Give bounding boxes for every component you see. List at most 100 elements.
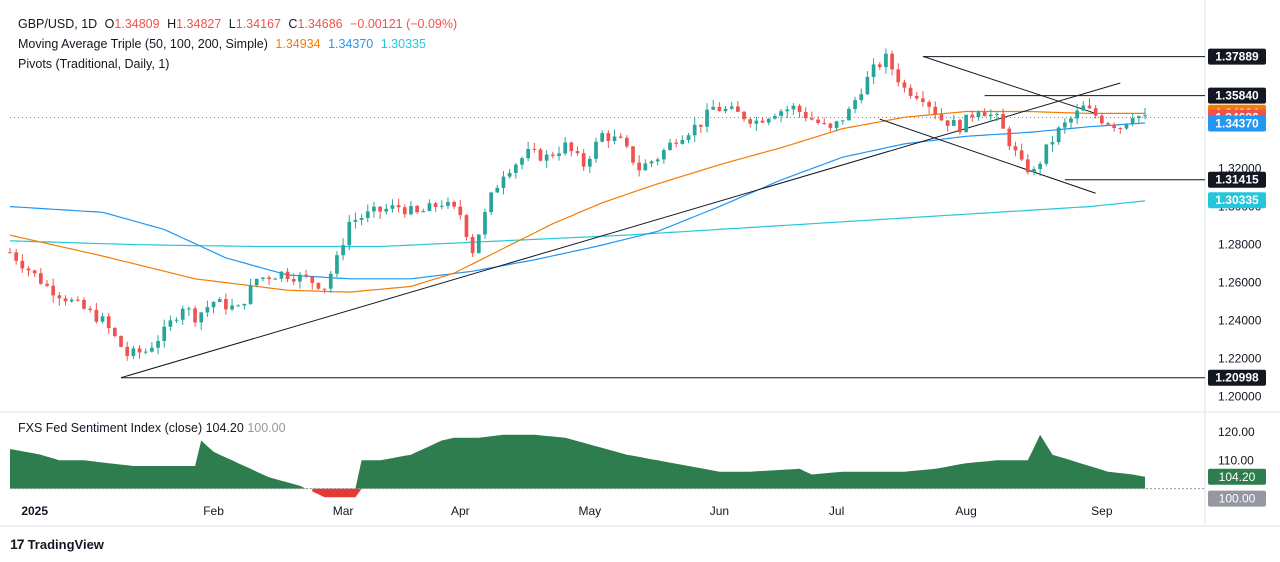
candle-body <box>773 115 777 119</box>
candle-body <box>180 308 185 320</box>
close-label: C <box>288 17 298 31</box>
candle-body <box>378 206 382 212</box>
candle-body <box>877 64 882 68</box>
candle-body <box>76 299 80 301</box>
candle-body <box>168 320 173 327</box>
candle-body <box>557 153 561 156</box>
candle-body <box>840 120 845 122</box>
candle-body <box>1038 163 1042 169</box>
candle-body <box>236 305 241 307</box>
candle-body <box>20 260 25 269</box>
candle-body <box>1025 159 1030 173</box>
candle-body <box>248 285 253 304</box>
candle-body <box>298 274 302 282</box>
candle-body <box>211 301 216 308</box>
candle-body <box>125 346 130 356</box>
y-tick-label: 1.20000 <box>1218 390 1262 404</box>
x-tick-label: Jun <box>710 504 729 518</box>
candle-body <box>458 206 463 216</box>
candle-body <box>896 69 901 83</box>
candle-body <box>1143 115 1147 117</box>
candle-body <box>723 108 728 112</box>
candle-body <box>1019 150 1024 160</box>
candle-body <box>982 112 987 117</box>
sentiment-last-label: 104.20 <box>1219 470 1256 484</box>
candle-body <box>914 95 919 99</box>
candle-body <box>316 282 321 289</box>
y-tick-label: 1.28000 <box>1218 238 1262 252</box>
y-tick-label: 1.24000 <box>1218 314 1262 328</box>
tradingview-brand[interactable]: 17 TradingView <box>10 536 104 552</box>
candle-body <box>372 206 376 212</box>
candle-body <box>1130 118 1135 124</box>
candle-body <box>365 211 370 219</box>
ma-header[interactable]: Moving Average Triple (50, 100, 200, Sim… <box>18 36 430 52</box>
brand-name: TradingView <box>27 536 104 552</box>
x-tick-label: Mar <box>333 504 354 518</box>
sentiment-base-label: 100.00 <box>1219 492 1256 506</box>
sentiment-y-tick: 110.00 <box>1218 453 1254 467</box>
candle-body <box>631 146 635 163</box>
sentiment-header[interactable]: FXS Fed Sentiment Index (close) 104.20 1… <box>18 421 286 435</box>
candle-body <box>353 219 358 222</box>
open-label: O <box>104 17 115 31</box>
candle-body <box>273 278 278 280</box>
candle-body <box>871 64 876 77</box>
candle-body <box>113 328 117 337</box>
candle-body <box>717 106 722 112</box>
candle-body <box>921 98 925 102</box>
candle-body <box>156 341 160 348</box>
candle-body <box>106 316 111 329</box>
candle-body <box>976 112 981 118</box>
candle-body <box>624 137 629 147</box>
price-label: 1.31415 <box>1215 173 1259 187</box>
candle-body <box>409 206 413 215</box>
candle-body <box>82 299 86 309</box>
candle-body <box>174 319 179 321</box>
ma50-line <box>9 110 1145 293</box>
candle-body <box>680 140 685 144</box>
ma-label: Moving Average Triple (50, 100, 200, Sim… <box>18 37 268 51</box>
candle-body <box>464 215 469 237</box>
candle-body <box>908 87 913 96</box>
price-label: 1.20998 <box>1215 371 1259 385</box>
symbol-label: GBP/USD, 1D <box>18 17 98 31</box>
candle-body <box>902 82 907 88</box>
candle-body <box>1013 146 1018 151</box>
trendlines <box>10 55 1205 379</box>
candle-body <box>1050 142 1055 145</box>
low-value: 1.34167 <box>235 17 281 31</box>
high-label: H <box>167 17 177 31</box>
candle-body <box>279 271 284 279</box>
candle-body <box>51 285 56 296</box>
candle-body <box>199 312 204 323</box>
x-tick-label: Feb <box>203 504 224 518</box>
pivots-header[interactable]: Pivots (Traditional, Daily, 1) <box>18 56 173 72</box>
candle-body <box>544 154 549 161</box>
candle-body <box>26 268 31 271</box>
ma50-value: 1.34934 <box>275 37 321 51</box>
candle-body <box>384 208 389 212</box>
candle-body <box>452 201 456 207</box>
candle-body <box>550 154 555 156</box>
candle-body <box>57 295 62 299</box>
candle-body <box>569 142 574 152</box>
close-value: 1.34686 <box>297 17 343 31</box>
pivots-label: Pivots (Traditional, Daily, 1) <box>18 57 170 71</box>
sentiment-negative-area <box>312 488 362 498</box>
candle-body <box>668 142 672 151</box>
candle-body <box>847 108 851 121</box>
candle-body <box>69 299 74 302</box>
candle-body <box>291 279 296 282</box>
candle-body <box>606 133 611 141</box>
candle-body <box>402 207 407 215</box>
candle-body <box>119 336 123 347</box>
candle-body <box>433 203 438 207</box>
candle-body <box>335 255 339 274</box>
candle-body <box>964 114 968 133</box>
candle-body <box>760 120 765 123</box>
candle-body <box>649 161 654 164</box>
x-tick-label: Sep <box>1091 504 1113 518</box>
candle-body <box>686 135 691 141</box>
